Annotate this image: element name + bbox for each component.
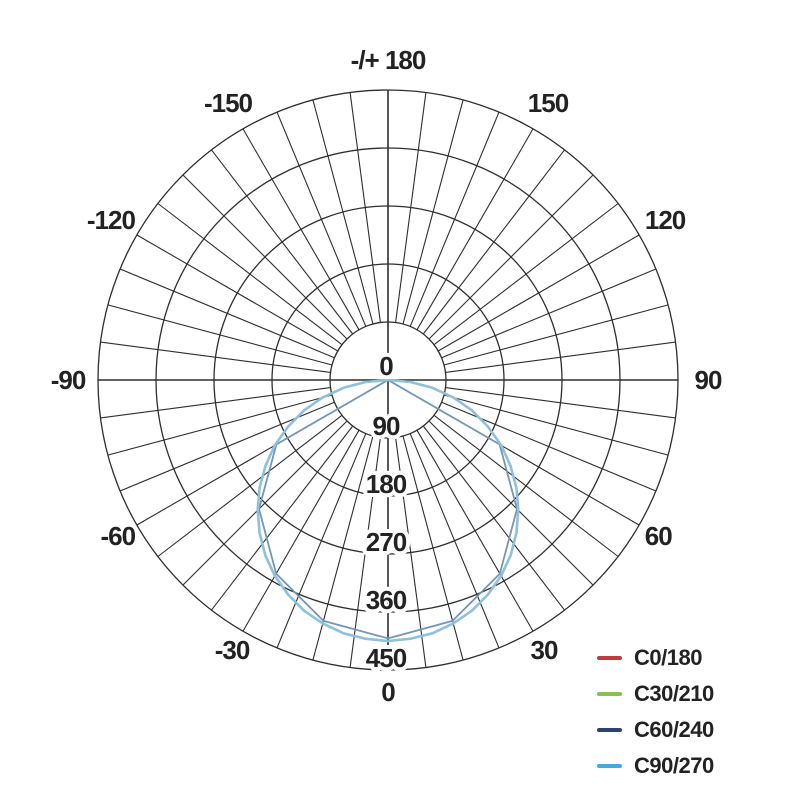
angle-label--30: -30 <box>215 635 250 665</box>
angle-label--90: -90 <box>51 365 86 395</box>
radial-tick-label-90: 90 <box>373 411 400 441</box>
grid-spoke <box>441 268 657 359</box>
legend-item-c60-240: C60/240 <box>597 718 714 741</box>
legend-swatch-c0-180 <box>597 655 622 660</box>
legend-swatch-c90-270 <box>597 763 622 768</box>
radial-tick-label-0: 0 <box>379 351 393 381</box>
grid-spoke <box>437 234 640 352</box>
grid-spoke <box>395 92 427 323</box>
radial-tick-label-180: 180 <box>366 469 407 499</box>
legend-swatch-c30-210 <box>597 691 622 696</box>
radial-tick-label-450: 450 <box>366 643 407 673</box>
legend-label-c60-240: C60/240 <box>634 717 714 742</box>
legend-swatch-c60-240 <box>597 727 622 732</box>
angle-label--150: -150 <box>204 88 253 118</box>
grid-spoke <box>433 203 619 346</box>
angle-label-90: 90 <box>695 365 722 395</box>
grid-spoke <box>242 429 360 632</box>
curve-c90-270 <box>256 378 520 643</box>
grid-spoke <box>211 425 354 611</box>
grid-spoke <box>136 234 339 352</box>
angle-label-120: 120 <box>645 205 686 235</box>
legend-item-c0-180: C0/180 <box>597 646 714 669</box>
grid-spoke <box>402 99 464 325</box>
grid-spoke <box>119 401 335 492</box>
grid-spoke <box>349 92 381 323</box>
grid-spoke <box>182 420 348 586</box>
grid-spoke <box>409 111 500 327</box>
radial-tick-label-360: 360 <box>366 585 407 615</box>
grid-spoke <box>276 111 367 327</box>
grid-spoke <box>157 414 343 557</box>
grid-spoke <box>100 387 331 419</box>
legend: C0/180 C30/210 C60/240 C90/270 <box>597 646 714 777</box>
angle-label-30: 30 <box>531 635 558 665</box>
grid-spoke <box>441 401 657 492</box>
grid-spoke <box>276 433 367 649</box>
grid-spoke <box>445 341 676 373</box>
grid-spoke <box>100 341 331 373</box>
grid-spoke <box>211 149 354 335</box>
grid-spoke <box>416 128 534 331</box>
grid-spoke <box>312 99 374 325</box>
angle-label--60: -60 <box>101 521 136 551</box>
grid-spoke <box>428 174 594 340</box>
grid-spoke <box>409 433 500 649</box>
grid-spoke <box>445 387 676 419</box>
grid-spoke <box>182 174 348 340</box>
angle-label-180: -/+ 180 <box>351 45 426 75</box>
radial-tick-label-270: 270 <box>366 527 407 557</box>
legend-item-c90-270: C90/270 <box>597 754 714 777</box>
grid-spoke <box>107 304 333 366</box>
angle-label--120: -120 <box>87 205 136 235</box>
legend-label-c90-270: C90/270 <box>634 753 714 778</box>
curve-c60-240 <box>258 379 518 640</box>
angle-label-0: 0 <box>381 677 395 707</box>
legend-label-c0-180: C0/180 <box>634 645 702 670</box>
angle-label-150: 150 <box>528 88 569 118</box>
grid-spoke <box>416 429 534 632</box>
grid-spoke <box>119 268 335 359</box>
grid-spoke <box>242 128 360 331</box>
grid-spoke <box>422 425 565 611</box>
angle-label-60: 60 <box>645 521 672 551</box>
grid-spoke <box>443 304 669 366</box>
legend-label-c30-210: C30/210 <box>634 681 714 706</box>
legend-item-c30-210: C30/210 <box>597 682 714 705</box>
grid-spoke <box>443 394 669 456</box>
grid-spoke <box>157 203 343 346</box>
grid-spoke <box>107 394 333 456</box>
grid-spoke <box>428 420 594 586</box>
grid-spoke <box>433 414 619 557</box>
grid-spoke <box>422 149 565 335</box>
